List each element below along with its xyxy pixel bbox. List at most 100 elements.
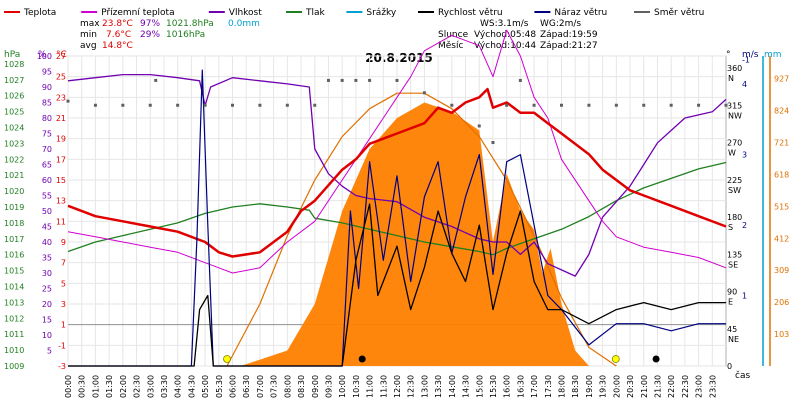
wind-dir-point-22 bbox=[532, 103, 536, 107]
hpa-tick-10: 1018 bbox=[4, 219, 24, 228]
time-tick-4: 02:00 bbox=[119, 375, 128, 398]
legend-label-5: Rychlost větru bbox=[438, 8, 503, 18]
time-tick-19: 09:30 bbox=[324, 375, 333, 398]
ws-value: WS:3.1m/s bbox=[480, 19, 529, 29]
wind-dir-point-15 bbox=[395, 78, 399, 82]
wind-dir-point-8 bbox=[258, 103, 262, 107]
dir-name-6: E bbox=[728, 298, 733, 307]
time-tick-22: 11:00 bbox=[366, 375, 375, 398]
time-unit: čas bbox=[735, 370, 750, 381]
wind-dir-point-21 bbox=[518, 78, 522, 82]
hpa-tick-17: 1011 bbox=[4, 330, 24, 339]
rad-tick-7: 206 bbox=[774, 298, 789, 307]
pct-tick-6: 70 bbox=[42, 145, 52, 154]
wind-dir-point-13 bbox=[354, 78, 358, 82]
wind-dir-point-2 bbox=[121, 103, 125, 107]
stat-max-label: max bbox=[80, 19, 100, 29]
time-tick-13: 06:30 bbox=[242, 375, 251, 398]
pct-tick-18: 10 bbox=[42, 331, 52, 340]
time-tick-31: 15:30 bbox=[489, 375, 498, 398]
humidity-line bbox=[67, 73, 727, 277]
rad-tick-6: 309 bbox=[774, 266, 789, 275]
wind-dir-point-0 bbox=[66, 99, 70, 103]
dir-tick-8: 0 bbox=[727, 362, 732, 371]
legend: Teplota Přízemní teplota Vlhkost Tlak Srážky… bbox=[4, 8, 704, 18]
time-tick-29: 14:30 bbox=[462, 375, 471, 398]
legend-label-4: Srážky bbox=[366, 8, 397, 18]
time-tick-25: 12:30 bbox=[407, 375, 416, 398]
time-tick-44: 22:00 bbox=[667, 375, 676, 398]
hpa-tick-11: 1017 bbox=[4, 235, 24, 244]
time-tick-34: 17:00 bbox=[530, 375, 539, 398]
pct-tick-16: 20 bbox=[42, 300, 52, 309]
sunrise-marker bbox=[223, 355, 231, 363]
rad-tick-8: 103 bbox=[774, 330, 789, 339]
time-tick-38: 19:00 bbox=[585, 375, 594, 398]
wind-speed-line bbox=[68, 203, 726, 367]
c-tick-1: 25 bbox=[56, 73, 66, 82]
wind-dir-point-23 bbox=[560, 103, 563, 107]
wind-dir-point-17 bbox=[450, 103, 454, 107]
time-tick-33: 16:30 bbox=[516, 375, 525, 398]
legend-label-7: Směr větru bbox=[654, 8, 704, 18]
ms-tick-0: -1 bbox=[742, 56, 750, 65]
stat-max-rain: 0.0mm bbox=[228, 19, 260, 29]
wind-dir-point-29 bbox=[724, 103, 728, 107]
wind-dir-point-14 bbox=[368, 78, 372, 82]
hpa-tick-2: 1026 bbox=[4, 92, 24, 101]
hpa-tick-12: 1016 bbox=[4, 251, 24, 260]
pct-tick-9: 55 bbox=[42, 192, 52, 201]
moonrise-marker bbox=[358, 355, 366, 363]
time-tick-10: 05:00 bbox=[201, 375, 210, 398]
time-tick-40: 20:00 bbox=[612, 375, 621, 398]
time-tick-16: 08:00 bbox=[283, 375, 292, 398]
rad-tick-1: 824 bbox=[774, 107, 789, 116]
moonrise-value: Východ:10:44 bbox=[474, 41, 536, 51]
pct-tick-11: 45 bbox=[42, 223, 52, 232]
c-tick-4: 19 bbox=[56, 135, 66, 144]
c-tick-7: 13 bbox=[56, 197, 66, 206]
pct-tick-17: 15 bbox=[42, 316, 52, 325]
stat-min-hum: 29% bbox=[140, 30, 160, 40]
hpa-tick-18: 1010 bbox=[4, 346, 24, 355]
ms-tick-1: 4 bbox=[742, 80, 747, 89]
ms-unit: m/s bbox=[742, 50, 759, 60]
rad-tick-3: 618 bbox=[774, 170, 789, 179]
moonset-marker bbox=[652, 355, 660, 363]
wg-value: WG:2m/s bbox=[540, 19, 581, 29]
time-tick-39: 19:30 bbox=[599, 375, 608, 398]
dir-name-0: N bbox=[728, 74, 734, 83]
time-tick-36: 18:00 bbox=[558, 375, 567, 398]
pct-tick-12: 40 bbox=[42, 238, 52, 247]
hpa-tick-15: 1013 bbox=[4, 298, 24, 307]
hpa-unit: hPa bbox=[4, 50, 20, 60]
moon-label: Měsíc bbox=[438, 41, 463, 51]
wind-dir-point-20 bbox=[505, 103, 509, 107]
ms-tick-3: 2 bbox=[742, 221, 747, 230]
c-tick-3: 21 bbox=[56, 114, 66, 123]
c-tick-5: 17 bbox=[56, 155, 66, 164]
legend-label-1: Přízemní teplota bbox=[101, 8, 174, 18]
time-tick-43: 21:30 bbox=[653, 375, 662, 398]
hpa-tick-8: 1020 bbox=[4, 187, 24, 196]
pressure-line bbox=[67, 161, 727, 256]
wind-dir-point-16 bbox=[422, 91, 426, 95]
dir-tick-5: 135 bbox=[727, 250, 742, 259]
sunset-marker bbox=[611, 355, 620, 363]
time-tick-28: 14:00 bbox=[448, 375, 457, 398]
pct-tick-14: 30 bbox=[42, 269, 52, 278]
stat-max-hum: 97% bbox=[140, 19, 160, 29]
pct-tick-10: 50 bbox=[42, 207, 52, 216]
c-tick-14: -1 bbox=[58, 341, 66, 350]
dir-name-5: SE bbox=[728, 260, 738, 269]
pct-unit: % bbox=[38, 50, 47, 60]
hpa-tick-9: 1019 bbox=[4, 203, 24, 212]
time-tick-30: 15:00 bbox=[475, 375, 484, 398]
hpa-tick-16: 1012 bbox=[4, 314, 24, 323]
pct-tick-1: 95 bbox=[42, 68, 52, 77]
series-layer bbox=[66, 29, 728, 367]
axis-ticks: 00:00 00:30 01:00 01:30 02:00 02:30 03:00 03:30… bbox=[4, 52, 789, 398]
time-tick-11: 05:30 bbox=[215, 375, 224, 398]
time-tick-42: 21:00 bbox=[640, 375, 649, 398]
time-tick-9: 04:30 bbox=[187, 375, 196, 398]
